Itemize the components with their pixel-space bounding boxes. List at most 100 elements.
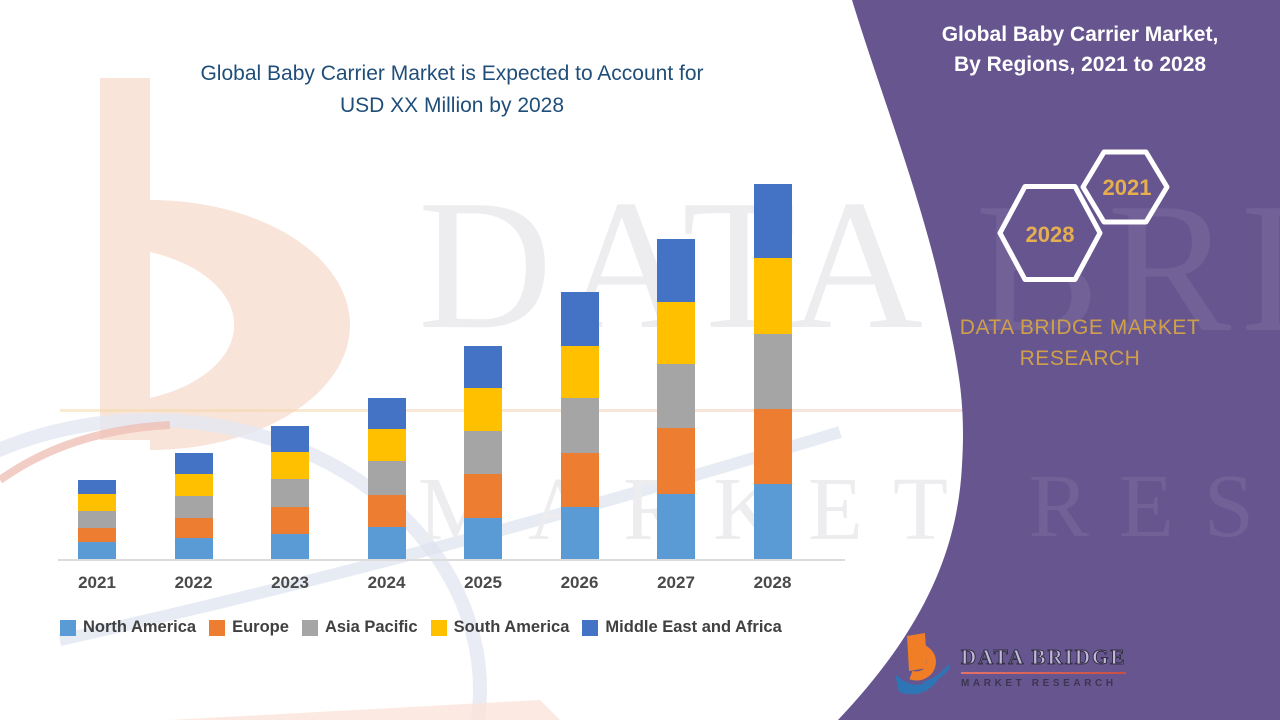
bar-segment-2027-europe [657, 428, 695, 494]
legend-label: North America [83, 618, 197, 636]
watermark-swoosh [0, 409, 1010, 720]
bar-segment-2021-europe [78, 528, 116, 542]
year-hexagons: 2021 2028 [997, 149, 1170, 282]
x-label-2025: 2025 [464, 573, 502, 592]
bar-segment-2021-middle-east-and-africa [78, 480, 116, 494]
x-axis-labels: 2021 2022 2023 2024 2025 2026 2027 2028 [58, 573, 845, 597]
bar-segment-2022-asia-pacific [174, 496, 213, 518]
bar-segment-2021-asia-pacific [78, 511, 116, 528]
legend-item-north-america: North America [60, 618, 196, 637]
bar-segment-2026-middle-east-and-africa [560, 292, 599, 346]
dbmr-logo-underline [961, 672, 1127, 674]
bar-2028 [753, 184, 792, 560]
legend-swatch [430, 619, 447, 636]
x-label-2027: 2027 [657, 573, 695, 592]
x-label-2021: 2021 [78, 573, 116, 592]
bar-2023 [271, 426, 309, 560]
bar-segment-2026-europe [560, 453, 599, 507]
legend-label: South America [453, 618, 570, 636]
legend-swatch [582, 619, 599, 636]
legend-swatch [60, 619, 76, 636]
bar-segment-2026-asia-pacific [560, 398, 599, 453]
bar-2021 [78, 480, 116, 560]
bar-segment-2021-south-america [78, 494, 116, 511]
bar-segment-2027-middle-east-and-africa [657, 239, 695, 302]
bar-segment-2024-europe [367, 495, 406, 527]
chart-title-line2: USD XX Million by 2028 [339, 94, 565, 117]
bar-segment-2023-asia-pacific [271, 479, 309, 507]
bar-segment-2023-middle-east-and-africa [271, 426, 309, 452]
x-axis-line [58, 559, 845, 561]
bar-2027 [657, 239, 695, 560]
bar-2025 [464, 346, 502, 560]
bar-2024 [367, 398, 406, 560]
dbmr-logo-name: DATA BRIDGE [960, 645, 1127, 670]
legend-item-asia-pacific: Asia Pacific [301, 618, 418, 637]
hexagon-2021-label: 2021 [1103, 175, 1152, 200]
bar-segment-2023-south-america [271, 452, 309, 479]
bar-2026 [560, 292, 599, 560]
dbmr-logo-tagline: MARKET RESEARCH [961, 678, 1117, 689]
panel-title: Global Baby Carrier Market, By Regions, … [900, 20, 1260, 80]
bar-segment-2027-south-america [657, 302, 695, 364]
dbmr-logo-text: DATA BRIDGE MARKET RESEARCH [960, 645, 1127, 689]
bar-segment-2027-north-america [657, 494, 695, 560]
bar-segment-2025-asia-pacific [464, 431, 502, 474]
hexagon-2021 [1080, 149, 1170, 225]
bar-segment-2028-middle-east-and-africa [753, 184, 792, 258]
panel-title-line2: By Regions, 2021 to 2028 [953, 53, 1207, 76]
watermark-b-glyph [100, 78, 350, 450]
panel-background [838, 0, 1280, 720]
bar-segment-2025-europe [464, 474, 502, 518]
bar-segment-2022-south-america [174, 474, 213, 496]
x-label-2023: 2023 [271, 573, 309, 592]
bar-segment-2028-south-america [753, 258, 792, 334]
brand-text-line1: DATA BRIDGE MARKET [959, 316, 1201, 339]
bar-2022 [174, 453, 213, 560]
legend-swatch [209, 619, 226, 636]
chart-legend: North America Europe Asia Pacific South Ame… [60, 618, 860, 637]
bar-segment-2024-north-america [367, 527, 406, 560]
bar-segment-2028-europe [753, 409, 792, 484]
bar-segment-2024-asia-pacific [367, 461, 406, 495]
legend-item-europe: Europe [209, 618, 289, 637]
bar-segment-2023-north-america [271, 534, 309, 560]
x-label-2026: 2026 [560, 573, 599, 592]
hexagon-2028-label: 2028 [1026, 222, 1075, 247]
dbmr-logo: DATA BRIDGE MARKET RESEARCH [893, 632, 1127, 702]
bar-segment-2022-europe [174, 518, 213, 538]
legend-label: Europe [232, 618, 289, 636]
brand-text-line2: RESEARCH [1019, 347, 1141, 370]
bar-segment-2026-south-america [560, 346, 599, 398]
x-label-2028: 2028 [753, 573, 792, 592]
bar-segment-2024-middle-east-and-africa [367, 398, 406, 429]
dbmr-logo-icon [895, 633, 949, 695]
panel-title-line1: Global Baby Carrier Market, [941, 23, 1219, 46]
x-label-2024: 2024 [367, 573, 406, 592]
bar-segment-2027-asia-pacific [657, 364, 695, 428]
chart-title-line1: Global Baby Carrier Market is Expected t… [200, 62, 704, 85]
chart-title: Global Baby Carrier Market is Expected t… [102, 58, 802, 122]
bar-segment-2022-middle-east-and-africa [174, 453, 213, 474]
legend-item-south-america: South America [430, 618, 570, 637]
bar-segment-2025-south-america [464, 388, 502, 431]
plot-area [58, 170, 845, 560]
x-label-2022: 2022 [174, 573, 213, 592]
brand-text: DATA BRIDGE MARKET RESEARCH [930, 312, 1230, 374]
hexagon-2028 [997, 184, 1103, 282]
bar-segment-2022-north-america [174, 538, 213, 560]
bar-segment-2028-asia-pacific [753, 334, 792, 409]
bar-segment-2024-south-america [367, 429, 406, 461]
legend-label: Asia Pacific [324, 618, 418, 636]
bar-segment-2023-europe [271, 507, 309, 534]
bar-segment-2026-north-america [560, 507, 599, 560]
bar-segment-2028-north-america [753, 484, 792, 560]
side-panel-content: Global Baby Carrier Market, By Regions, … [820, 0, 1280, 720]
legend-item-middle-east-and-africa: Middle East and Africa [582, 618, 782, 637]
legend-label: Middle East and Africa [605, 618, 782, 636]
bar-segment-2025-north-america [464, 518, 502, 560]
bar-segment-2021-north-america [78, 542, 116, 560]
legend-swatch [301, 619, 318, 636]
bar-segment-2025-middle-east-and-africa [464, 346, 502, 388]
